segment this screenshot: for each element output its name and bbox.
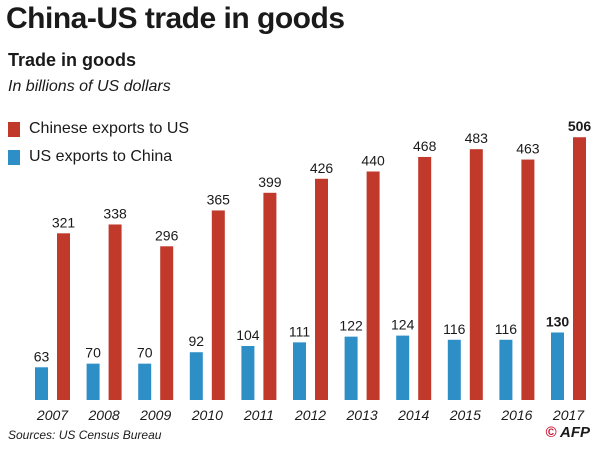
bar-us-exports-2014 xyxy=(396,335,410,400)
x-tick-2010: 2010 xyxy=(191,407,223,423)
legend-item-chinese-exports: Chinese exports to US xyxy=(8,118,189,140)
value-label-us-exports-2009: 70 xyxy=(137,345,153,361)
value-label-chinese-exports-2012: 426 xyxy=(310,160,334,176)
bar-us-exports-2007 xyxy=(35,367,48,400)
value-label-us-exports-2013: 122 xyxy=(339,318,363,334)
bar-chinese-exports-2012 xyxy=(315,178,328,400)
legend-label-chinese-exports: Chinese exports to US xyxy=(29,120,190,137)
legend-label-us-exports: US exports to China xyxy=(29,148,173,165)
legend: Chinese exports to US US exports to Chin… xyxy=(8,118,189,174)
value-label-chinese-exports-2009: 296 xyxy=(155,227,179,243)
value-label-us-exports-2007: 63 xyxy=(34,348,50,364)
bar-us-exports-2016 xyxy=(499,339,513,400)
units-label: In billions of US dollars xyxy=(8,78,171,95)
x-tick-2017: 2017 xyxy=(552,407,585,423)
value-label-chinese-exports-2008: 338 xyxy=(103,205,127,221)
bar-us-exports-2017 xyxy=(551,332,564,400)
bar-us-exports-2010 xyxy=(189,352,203,400)
source-note: Sources: US Census Bureau xyxy=(8,428,162,442)
legend-swatch-chinese-exports xyxy=(8,121,20,137)
bar-chinese-exports-2011 xyxy=(263,192,277,400)
value-label-chinese-exports-2016: 463 xyxy=(516,141,540,157)
value-label-chinese-exports-2014: 468 xyxy=(413,138,437,154)
bar-chinese-exports-2008 xyxy=(108,224,122,400)
x-tick-2016: 2016 xyxy=(500,407,532,423)
bar-chinese-exports-2017 xyxy=(573,137,586,401)
legend-swatch-us-exports xyxy=(8,149,20,165)
bar-chinese-exports-2009 xyxy=(160,246,174,400)
value-label-chinese-exports-2011: 399 xyxy=(258,174,282,190)
bar-chinese-exports-2007 xyxy=(57,233,70,400)
afp-logo-text: AFP xyxy=(560,424,590,441)
value-label-us-exports-2011: 104 xyxy=(236,327,260,343)
x-tick-2011: 2011 xyxy=(243,407,274,423)
value-label-us-exports-2012: 111 xyxy=(289,323,310,339)
value-label-chinese-exports-2015: 483 xyxy=(465,130,489,146)
legend-item-us-exports: US exports to China xyxy=(8,146,189,168)
chart-title: China-US trade in goods xyxy=(6,2,345,35)
value-label-chinese-exports-2007: 321 xyxy=(52,214,76,230)
x-tick-2008: 2008 xyxy=(88,407,120,423)
bar-us-exports-2013 xyxy=(344,336,358,400)
value-label-chinese-exports-2013: 440 xyxy=(361,153,385,169)
bar-chinese-exports-2016 xyxy=(521,159,535,400)
bar-us-exports-2009 xyxy=(138,363,152,400)
x-tick-2014: 2014 xyxy=(397,407,429,423)
bar-chinese-exports-2014 xyxy=(418,156,432,400)
value-label-us-exports-2008: 70 xyxy=(85,345,101,361)
afp-logo: © AFP xyxy=(545,424,590,441)
value-label-us-exports-2014: 124 xyxy=(391,317,415,333)
x-tick-2013: 2013 xyxy=(346,407,378,423)
bar-us-exports-2011 xyxy=(241,345,255,400)
value-label-chinese-exports-2010: 365 xyxy=(207,191,231,207)
chart-subtitle: Trade in goods xyxy=(8,50,137,70)
copyright-mark: © xyxy=(545,424,557,441)
bar-us-exports-2012 xyxy=(293,342,306,400)
value-label-chinese-exports-2017: 506 xyxy=(568,118,592,134)
bar-chinese-exports-2013 xyxy=(366,171,380,400)
value-label-us-exports-2016: 116 xyxy=(495,321,518,337)
value-label-us-exports-2017: 130 xyxy=(546,313,570,329)
value-label-us-exports-2015: 116 xyxy=(443,321,466,337)
value-label-us-exports-2010: 92 xyxy=(189,333,205,349)
bar-us-exports-2008 xyxy=(86,363,100,400)
x-tick-2015: 2015 xyxy=(449,407,481,423)
bar-chinese-exports-2010 xyxy=(211,210,225,400)
x-tick-2007: 2007 xyxy=(36,407,69,423)
bar-us-exports-2015 xyxy=(447,339,461,400)
bar-chinese-exports-2015 xyxy=(469,149,483,400)
x-tick-2009: 2009 xyxy=(139,407,171,423)
x-tick-2012: 2012 xyxy=(294,407,326,423)
